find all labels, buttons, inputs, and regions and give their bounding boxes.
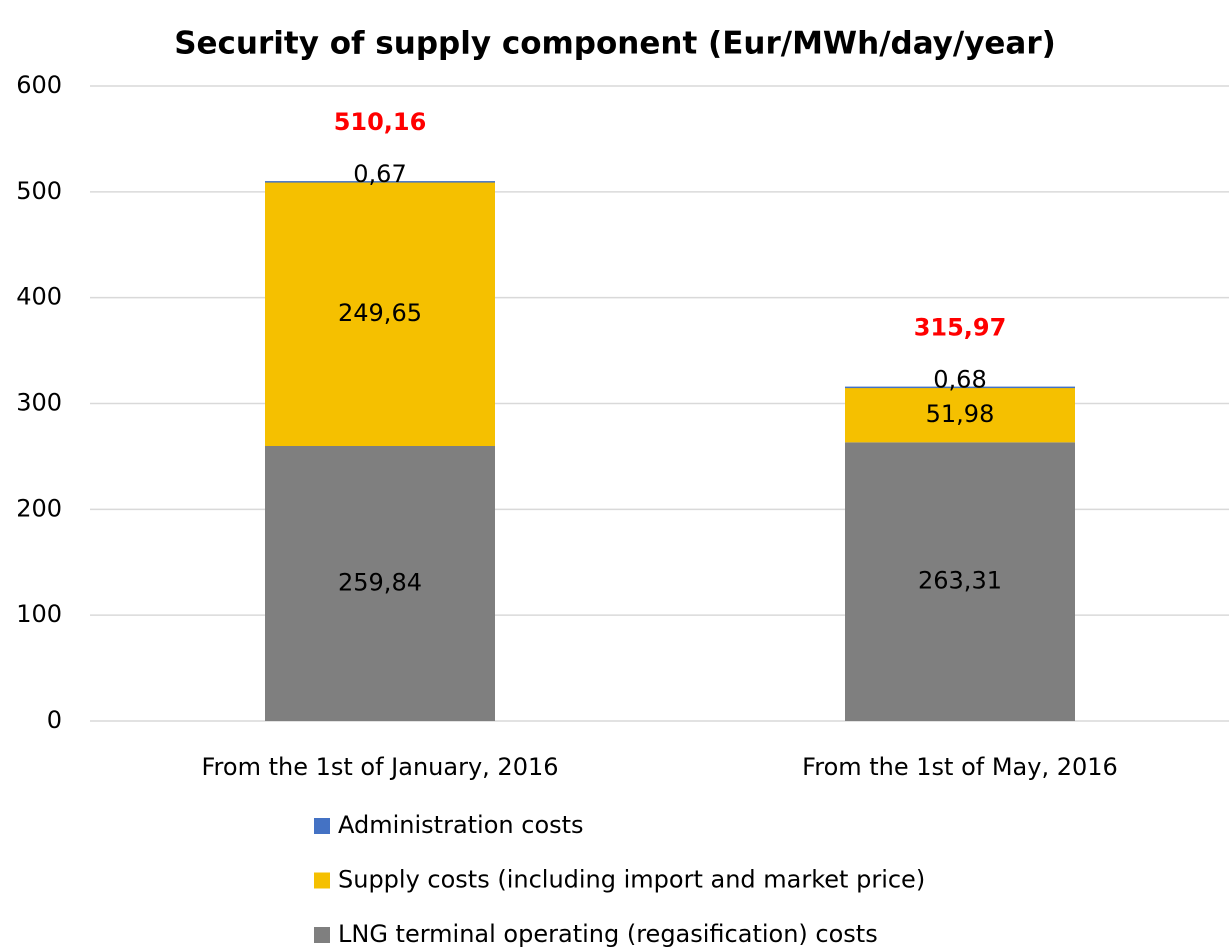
- bar-segment: [265, 446, 495, 721]
- y-tick-label: 600: [16, 71, 62, 99]
- y-tick-label: 200: [16, 494, 62, 522]
- total-label: 510,16: [334, 108, 427, 136]
- y-tick-label: 300: [16, 389, 62, 417]
- y-tick-label: 500: [16, 177, 62, 205]
- legend-label: Supply costs (including import and marke…: [338, 866, 925, 894]
- value-label: 0,68: [933, 366, 986, 394]
- value-label: 51,98: [926, 400, 995, 428]
- chart-title: Security of supply component (Eur/MWh/da…: [174, 26, 1056, 62]
- value-label: 249,65: [338, 299, 422, 327]
- y-tick-label: 400: [16, 283, 62, 311]
- y-tick-label: 100: [16, 600, 62, 628]
- legend-swatch: [314, 872, 330, 889]
- legend-swatch: [314, 927, 330, 943]
- legend-swatch: [314, 818, 330, 834]
- bar-segment: [845, 386, 1075, 389]
- legend-label: Administration costs: [338, 811, 584, 839]
- x-tick-label: From the 1st of May, 2016: [802, 753, 1118, 781]
- value-label: 0,67: [353, 160, 406, 188]
- value-label: 259,84: [338, 569, 422, 597]
- bar-segment: [265, 181, 495, 183]
- value-label: 263,31: [918, 567, 1002, 595]
- legend-label: LNG terminal operating (regasification) …: [338, 920, 878, 948]
- x-tick-label: From the 1st of January, 2016: [202, 753, 559, 781]
- total-label: 315,97: [914, 314, 1007, 342]
- bar-segment: [265, 181, 495, 447]
- bar-segment: [845, 387, 1075, 443]
- y-tick-label: 0: [47, 706, 62, 734]
- bar-segment: [845, 442, 1075, 721]
